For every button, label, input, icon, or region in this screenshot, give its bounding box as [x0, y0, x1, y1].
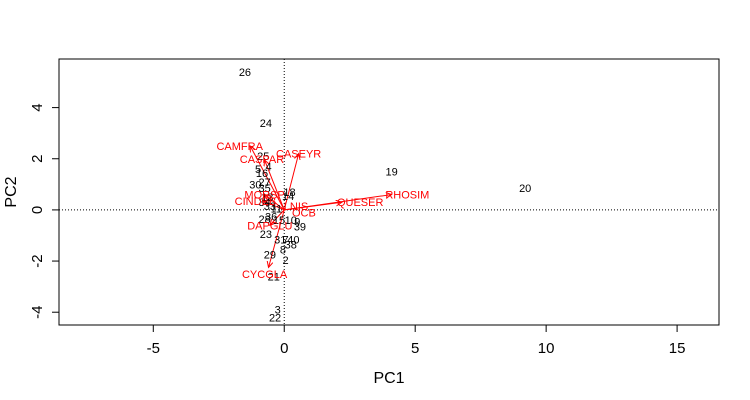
- observation-15: 15: [273, 215, 285, 227]
- arrow-dapglu: [270, 209, 285, 225]
- observation-19: 19: [385, 167, 397, 179]
- observation-24: 24: [260, 118, 272, 130]
- observation-20: 20: [519, 183, 531, 195]
- x-tick-label: 10: [538, 340, 555, 357]
- y-tick-label: 4: [29, 103, 46, 111]
- y-tick-label: 0: [29, 206, 46, 214]
- observation-31: 31: [274, 234, 286, 246]
- variable-label-queser: QUESER: [337, 197, 384, 209]
- variable-label-morsp: MORSP: [244, 190, 284, 202]
- x-tick-label: 5: [411, 340, 419, 357]
- observation-7: 7: [282, 234, 288, 246]
- arrow-caspar: [265, 160, 285, 211]
- observation-22: 22: [269, 312, 281, 324]
- variable-label-cycgla: CYCGLA: [242, 269, 288, 281]
- y-tick-label: 2: [29, 155, 46, 163]
- x-tick-label: -5: [147, 340, 160, 357]
- variable-label-lnis: LNIS: [284, 201, 308, 213]
- observation-29: 29: [264, 250, 276, 262]
- variable-label-rhosim: RHOSIM: [385, 190, 429, 202]
- observation-18: 18: [283, 187, 295, 199]
- plot-frame: [58, 58, 720, 326]
- observation-3: 3: [275, 305, 281, 317]
- reference-lines: [59, 59, 719, 325]
- arrow-camfra: [250, 146, 285, 211]
- observation-10: 10: [285, 215, 297, 227]
- x-axis-title: PC1: [373, 370, 404, 387]
- observation-38: 38: [285, 239, 297, 251]
- observation-34: 34: [258, 197, 270, 209]
- observation-2: 2: [282, 255, 288, 267]
- y-tick-label: -4: [29, 306, 46, 319]
- observation-23: 23: [260, 229, 272, 241]
- x-axis: -5 0 5 10 15: [147, 325, 686, 357]
- arrow-caseyr: [283, 154, 298, 211]
- y-tick-label: -2: [29, 254, 46, 267]
- observation-26: 26: [239, 67, 251, 79]
- observation-40: 40: [287, 234, 299, 246]
- y-axis-title: PC2: [3, 176, 20, 207]
- observation-14: 14: [282, 191, 294, 203]
- observation-4: 4: [265, 161, 271, 173]
- variable-label-camfra: CAMFRA: [216, 141, 263, 153]
- observation-30: 30: [249, 179, 261, 191]
- x-tick-label: 0: [280, 340, 288, 357]
- variable-label-caseyr: CASEYR: [276, 149, 321, 161]
- variable-label-caspar: CASPAR: [240, 154, 284, 166]
- observation-16: 16: [256, 168, 268, 180]
- observation-33: 33: [264, 201, 276, 213]
- variable-label-cindeb: CINDEB: [235, 196, 277, 208]
- arrow-morsp: [265, 195, 285, 211]
- observation-11: 11: [271, 204, 282, 216]
- x-tick-label: 15: [669, 340, 686, 357]
- observation-25: 25: [257, 151, 269, 163]
- observation-35: 35: [258, 183, 270, 195]
- observation-8: 8: [280, 245, 286, 257]
- arrow-cindeb: [263, 201, 285, 211]
- observation-9: 9: [294, 216, 300, 228]
- variable-label-dapglu: DAPGLU: [247, 220, 292, 232]
- observation-36: 36: [265, 211, 277, 223]
- y-axis: -4 -2 0 2 4: [29, 103, 59, 319]
- arrow-queser: [284, 202, 342, 211]
- variable-arrows: [250, 146, 391, 267]
- observation-27: 27: [258, 177, 270, 189]
- observation-21: 21: [268, 271, 280, 283]
- observation-13: 13: [261, 192, 273, 204]
- arrow-cycgla: [269, 209, 285, 268]
- observation-5: 5: [255, 164, 261, 176]
- observation-28: 28: [258, 214, 270, 226]
- observation-39: 39: [294, 222, 306, 234]
- variable-label-ocb: OCB: [292, 207, 316, 219]
